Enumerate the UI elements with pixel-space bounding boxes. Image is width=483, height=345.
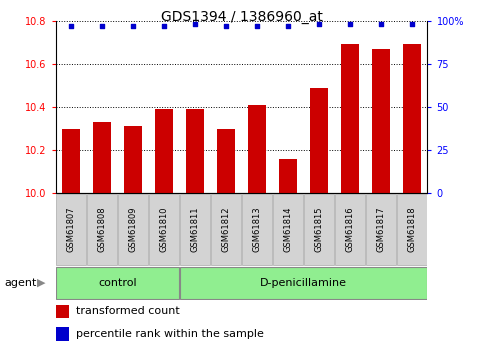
Bar: [304, 194, 334, 265]
Text: agent: agent: [5, 278, 37, 288]
Text: GSM61809: GSM61809: [128, 207, 138, 252]
Bar: [273, 194, 303, 265]
Bar: [372, 49, 390, 193]
Text: transformed count: transformed count: [76, 306, 180, 316]
Text: GDS1394 / 1386960_at: GDS1394 / 1386960_at: [160, 10, 323, 24]
Bar: [242, 194, 272, 265]
Bar: [248, 105, 266, 193]
Point: [222, 23, 230, 29]
Text: GSM61814: GSM61814: [284, 207, 293, 252]
Point: [191, 21, 199, 27]
Point: [129, 23, 137, 29]
Text: ▶: ▶: [37, 278, 45, 288]
Point: [160, 23, 168, 29]
Text: GSM61815: GSM61815: [314, 207, 324, 252]
Bar: [62, 128, 80, 193]
Point: [98, 23, 106, 29]
Bar: [180, 267, 427, 299]
Text: D-penicillamine: D-penicillamine: [260, 278, 347, 288]
Bar: [56, 267, 179, 299]
Text: GSM61818: GSM61818: [408, 207, 416, 252]
Text: GSM61817: GSM61817: [376, 207, 385, 252]
Text: GSM61808: GSM61808: [98, 207, 107, 252]
Text: control: control: [98, 278, 137, 288]
Point: [253, 23, 261, 29]
Text: GSM61811: GSM61811: [190, 207, 199, 252]
Text: GSM61812: GSM61812: [222, 207, 230, 252]
Text: percentile rank within the sample: percentile rank within the sample: [76, 329, 264, 339]
Bar: [124, 126, 142, 193]
Bar: [149, 194, 179, 265]
Bar: [217, 128, 235, 193]
Point: [67, 23, 75, 29]
Bar: [403, 45, 421, 193]
Point: [377, 21, 385, 27]
Bar: [186, 109, 204, 193]
Bar: [155, 109, 173, 193]
Bar: [56, 305, 69, 318]
Bar: [118, 194, 148, 265]
Text: GSM61813: GSM61813: [253, 207, 261, 252]
Bar: [279, 159, 297, 193]
Point: [284, 23, 292, 29]
Bar: [56, 194, 86, 265]
Text: GSM61807: GSM61807: [67, 207, 75, 252]
Bar: [93, 122, 112, 193]
Bar: [180, 194, 210, 265]
Point: [408, 21, 416, 27]
Point: [346, 21, 354, 27]
Bar: [366, 194, 396, 265]
Bar: [341, 45, 359, 193]
Bar: [397, 194, 427, 265]
Bar: [56, 327, 69, 341]
Bar: [335, 194, 365, 265]
Bar: [87, 194, 117, 265]
Text: GSM61810: GSM61810: [159, 207, 169, 252]
Bar: [310, 88, 328, 193]
Text: GSM61816: GSM61816: [345, 207, 355, 252]
Point: [315, 21, 323, 27]
Bar: [211, 194, 241, 265]
